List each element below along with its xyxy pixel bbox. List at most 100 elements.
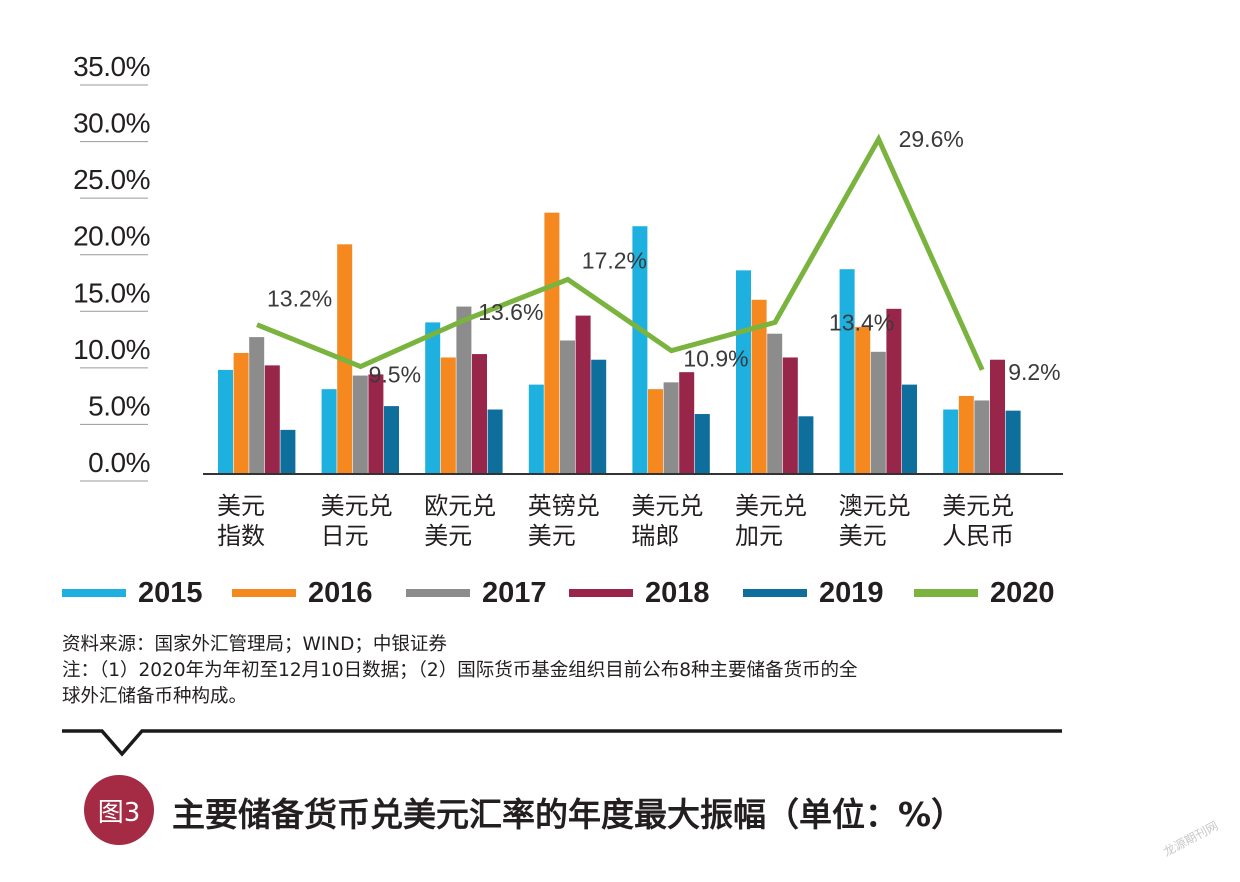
bar-2019 [591, 359, 607, 474]
bar-2019 [487, 409, 503, 474]
bar-2015 [321, 389, 337, 474]
line-series-2020: 13.2% 9.5% 13.6% 17.2% 10.9% 13.4% 29.6% 9.2% [256, 126, 1061, 388]
bar-2016 [958, 395, 974, 474]
x-category-label: 美元兑 [942, 492, 1014, 520]
x-category-label: 美元兑 [735, 492, 807, 520]
separator-line [62, 729, 1062, 757]
bar-2017 [456, 306, 472, 474]
x-category-label: 美元 [217, 492, 265, 520]
legend-label-2017: 2017 [482, 576, 547, 609]
x-category-label: 美元 [839, 522, 887, 550]
line-2020 [256, 133, 985, 371]
bar-2016 [544, 212, 560, 474]
legend-swatch-2015 [62, 589, 126, 597]
bar-2017 [560, 340, 575, 474]
bar-2018 [472, 354, 487, 474]
legend-label-2016: 2016 [308, 576, 373, 609]
data-label-2020: 13.2% [267, 286, 332, 312]
legend: 2015 2016 2017 2018 2019 2020 [62, 576, 1072, 610]
bar-2017 [974, 400, 990, 474]
footnote-line-1: 注：（1）2020年为年初至12月10日数据；（2）国际货币基金组织目前公布8种… [62, 660, 858, 681]
watermark: 龙源期刊网 [1160, 818, 1221, 860]
bar-2016 [751, 299, 767, 474]
x-category-label: 美元 [528, 522, 576, 550]
legend-swatch-2018 [569, 589, 633, 597]
legend-swatch-2017 [406, 589, 470, 597]
bar-2015 [425, 322, 441, 474]
bar-2019 [280, 429, 296, 474]
x-category-label: 美元 [424, 522, 472, 550]
x-category-label: 日元 [321, 522, 369, 550]
bar-2018 [575, 315, 591, 474]
bar-2016 [648, 389, 663, 474]
legend-item-2015: 2015 [62, 576, 203, 610]
bar-2015 [943, 409, 959, 474]
y-tick-label: 15.0% [73, 277, 150, 308]
data-label-2020: 9.5% [369, 362, 421, 388]
chart: 0.0% 5.0% 10.0% 15.0% 20.0% 25.0% 30.0% 35.0% 1… [73, 51, 1063, 550]
legend-swatch-2020 [914, 589, 978, 597]
y-tick-label: 0.0% [88, 447, 150, 478]
y-tick-label: 5.0% [88, 390, 150, 421]
legend-swatch-2019 [743, 589, 807, 597]
data-label-2020: 29.6% [899, 126, 964, 152]
legend-item-2020: 2020 [914, 576, 1055, 610]
chart-notes: 资料来源：国家外汇管理局；WIND；中银证券 注：（1）2020年为年初至12月… [62, 632, 1072, 710]
bar-2019 [902, 384, 917, 474]
bar-2019 [1005, 410, 1021, 474]
data-label-2020: 13.4% [829, 309, 894, 335]
bar-2015 [632, 226, 648, 474]
y-tick-label: 10.0% [73, 334, 150, 365]
bar-2018 [782, 357, 798, 474]
data-label-2020: 13.6% [478, 299, 543, 325]
source-note: 资料来源：国家外汇管理局；WIND；中银证券 [62, 634, 447, 655]
bar-2017 [870, 351, 886, 474]
bar-2016 [440, 357, 456, 474]
bar-2015 [218, 369, 233, 474]
bar-2015 [736, 270, 751, 474]
footnote-line-2: 球外汇储备币种构成。 [62, 686, 248, 707]
y-axis: 0.0% 5.0% 10.0% 15.0% 20.0% 25.0% 30.0% 35.0% [73, 51, 151, 482]
y-tick-label: 30.0% [73, 108, 150, 139]
x-category-label: 美元兑 [631, 492, 703, 520]
legend-label-2020: 2020 [990, 576, 1055, 609]
legend-swatch-2016 [232, 589, 296, 597]
legend-label-2018: 2018 [645, 576, 710, 609]
bar-2017 [767, 333, 783, 474]
x-category-label: 瑞郎 [631, 522, 679, 550]
y-tick-label: 25.0% [73, 164, 150, 195]
y-tick-label: 35.0% [73, 51, 150, 82]
figure-title: 主要储备货币兑美元汇率的年度最大振幅（单位：%） [172, 795, 965, 834]
bar-2015 [839, 269, 855, 474]
bar-series [218, 212, 1021, 474]
data-label-2020: 9.2% [1008, 359, 1060, 385]
x-category-label: 欧元兑 [424, 492, 496, 520]
bar-2018 [886, 308, 902, 474]
x-category-label: 英镑兑 [528, 492, 600, 520]
legend-item-2019: 2019 [743, 576, 884, 610]
bar-2016 [233, 352, 249, 474]
legend-label-2015: 2015 [138, 576, 203, 609]
bar-2018 [368, 374, 384, 474]
bar-2018 [990, 359, 1005, 474]
data-label-2020: 10.9% [683, 346, 748, 372]
legend-item-2018: 2018 [569, 576, 710, 610]
legend-item-2016: 2016 [232, 576, 373, 610]
bar-2019 [694, 414, 710, 474]
bar-2019 [384, 406, 399, 474]
figure-number-badge: 图3 [84, 775, 154, 845]
bar-2016 [855, 326, 871, 474]
x-category-label: 澳元兑 [839, 492, 911, 520]
y-tick-label: 20.0% [73, 221, 150, 252]
bar-2018 [679, 372, 695, 474]
bar-2017 [249, 337, 265, 474]
x-category-label: 加元 [735, 522, 783, 550]
x-category-label: 美元兑 [321, 492, 393, 520]
x-category-label: 指数 [217, 522, 265, 550]
x-category-label: 人民币 [942, 522, 1014, 550]
bar-2015 [528, 384, 544, 474]
bar-2019 [798, 416, 814, 474]
data-label-2020: 17.2% [582, 247, 647, 273]
bar-2018 [264, 365, 280, 474]
